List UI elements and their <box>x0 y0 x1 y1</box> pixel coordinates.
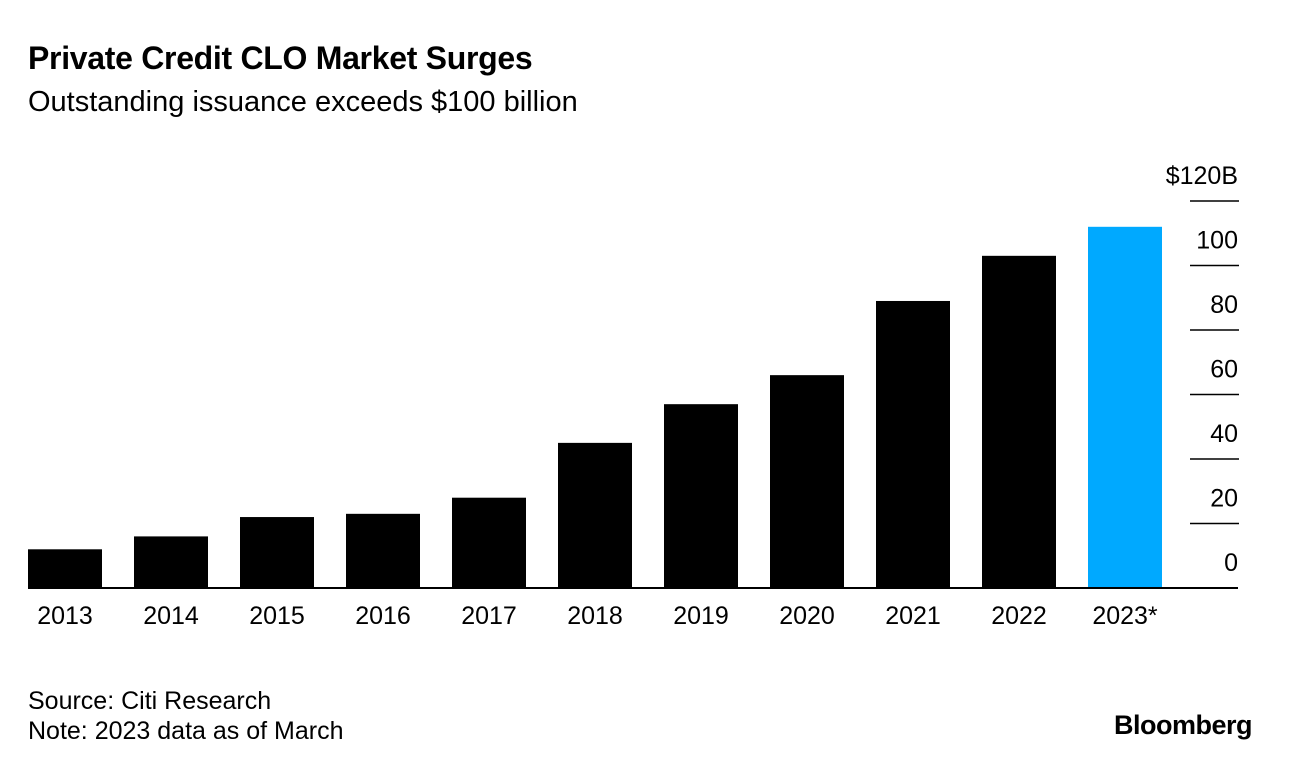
bar-2018 <box>558 442 632 588</box>
y-tick-label: 60 <box>1210 356 1238 384</box>
x-tick-label: 2020 <box>779 602 835 630</box>
bar-2016 <box>346 513 420 588</box>
y-tick-label: 40 <box>1210 420 1238 448</box>
x-tick-label: 2015 <box>249 602 305 630</box>
y-tick-label: $120B <box>1166 162 1238 190</box>
x-tick-label: 2013 <box>37 602 93 630</box>
bar-2015 <box>240 517 314 588</box>
x-tick-label: 2023* <box>1092 602 1158 630</box>
bar-2019 <box>664 404 738 588</box>
bar-2013 <box>28 549 102 588</box>
x-tick-label: 2016 <box>355 602 411 630</box>
y-axis: 0 20 40 60 80 100 $120B <box>1166 162 1239 577</box>
x-tick-label: 2019 <box>673 602 729 630</box>
y-tick-label: 20 <box>1210 485 1238 513</box>
bar-2022 <box>982 255 1056 588</box>
footer: Source: Citi Research Note: 2023 data as… <box>28 686 343 746</box>
y-tick-label: 0 <box>1224 549 1238 577</box>
x-tick-label: 2017 <box>461 602 517 630</box>
bar-2017 <box>452 497 526 588</box>
x-tick-label: 2022 <box>991 602 1047 630</box>
bar-2023 <box>1088 226 1162 589</box>
bar-2014 <box>134 536 208 588</box>
chart-subtitle: Outstanding issuance exceeds $100 billio… <box>28 86 578 118</box>
bars-group <box>28 226 1162 589</box>
y-tick-label: 80 <box>1210 291 1238 319</box>
data-note: Note: 2023 data as of March <box>28 717 344 745</box>
x-axis-labels: 2013 2014 2015 2016 2017 2018 2019 2020 2021 2022… <box>37 602 1158 630</box>
x-tick-label: 2018 <box>567 602 623 630</box>
x-tick-label: 2014 <box>143 602 199 630</box>
chart-title: Private Credit CLO Market Surges <box>28 40 533 76</box>
bar-2020 <box>770 375 844 588</box>
y-tick-label: 100 <box>1196 227 1238 255</box>
bar-2021 <box>876 300 950 588</box>
bloomberg-logo: Bloomberg <box>1113 710 1253 740</box>
source-note: Source: Citi Research <box>28 687 272 715</box>
x-tick-label: 2021 <box>885 602 941 630</box>
